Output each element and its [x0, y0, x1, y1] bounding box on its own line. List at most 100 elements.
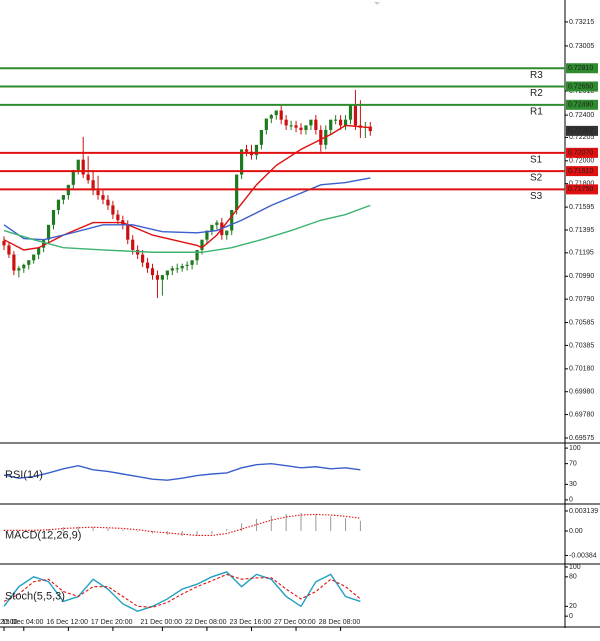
x-tick-label: 17 Dec 20:00 — [91, 619, 133, 626]
candle-body — [116, 214, 120, 221]
candle-body — [155, 275, 160, 280]
candle-body — [215, 222, 219, 225]
candle-body — [76, 159, 80, 170]
x-tick-label: 23 Dec 16:00 — [230, 619, 272, 626]
candle-body — [141, 254, 145, 263]
candle-body — [91, 180, 95, 191]
candle-body — [101, 195, 105, 200]
level-price: 0.71750 — [568, 186, 593, 193]
y-tick-label: 0 — [569, 613, 573, 620]
y-tick-label: 0.73215 — [569, 19, 594, 26]
y-tick-label: 0.69980 — [569, 389, 594, 396]
indicator-line — [4, 513, 361, 537]
y-tick-label: 30 — [569, 481, 577, 488]
y-tick-label: 80 — [569, 574, 577, 581]
last-price: 0.72262 — [568, 128, 593, 135]
candle-body — [12, 254, 16, 271]
y-tick-label: 0.71395 — [569, 227, 594, 234]
candle-body — [195, 249, 199, 261]
candle-body — [235, 174, 239, 210]
level-price-box — [566, 166, 598, 177]
level-price: 0.71910 — [568, 168, 593, 175]
indicator-line — [3, 462, 361, 481]
y-tick-label: 0.70585 — [569, 319, 594, 326]
candle-body — [22, 264, 26, 269]
x-tick-label: 27 Dec 00:00 — [274, 619, 316, 626]
x-tick-label: 15 Dec 04:00 — [2, 619, 44, 626]
candle-body — [264, 118, 268, 130]
candle-body — [230, 209, 234, 231]
candle-body — [96, 190, 100, 196]
level-name: S2 — [530, 173, 543, 184]
candle-body — [343, 119, 348, 126]
candle-body — [175, 268, 179, 270]
candle-body — [131, 239, 135, 250]
y-tick-label: 100 — [569, 445, 581, 452]
candle-body — [225, 230, 229, 236]
candle-body — [205, 230, 209, 240]
candle-body — [46, 224, 51, 240]
candle-body — [309, 119, 313, 126]
candle-body — [145, 262, 150, 269]
x-tick-label: 21 Dec 00:00 — [140, 619, 182, 626]
y-tick-label: -0.00384 — [569, 552, 597, 559]
candle-body — [274, 110, 278, 116]
marker — [374, 2, 380, 5]
candle-body — [314, 119, 318, 130]
y-tick-label: 0.69780 — [569, 411, 594, 418]
x-tick-label: 20:00 — [0, 619, 18, 626]
candle-body — [259, 129, 263, 145]
candle-body — [165, 270, 169, 276]
candle-body — [81, 159, 85, 175]
candle-body — [299, 127, 303, 130]
candle-body — [126, 224, 130, 240]
candle-body — [200, 239, 204, 250]
candle-body — [190, 260, 194, 265]
candle-body — [254, 144, 259, 156]
candle-body — [180, 265, 184, 269]
y-tick-label: 0.70180 — [569, 366, 594, 373]
candle-body — [51, 209, 56, 225]
y-tick-label: 0.71195 — [569, 250, 594, 257]
candle-body — [7, 245, 11, 255]
candle-body — [170, 268, 174, 271]
candle-body — [319, 129, 323, 145]
level-price: 0.72070 — [568, 150, 593, 157]
y-tick-label: 0.72205 — [569, 134, 594, 141]
candle-body — [71, 169, 75, 185]
candle-body — [160, 275, 164, 280]
candle-body — [86, 174, 90, 181]
y-tick-label: 0.70385 — [569, 342, 594, 349]
indicator-line — [3, 573, 361, 608]
candle-body — [368, 126, 372, 132]
level-name: R3 — [530, 70, 543, 81]
candle-body — [17, 268, 21, 271]
y-tick-label: 0.71595 — [569, 204, 594, 211]
candle-body — [106, 199, 110, 206]
level-name: R1 — [530, 106, 543, 117]
moving-average — [3, 204, 371, 253]
level-price: 0.72650 — [568, 83, 593, 90]
y-tick-label: 100 — [569, 564, 581, 571]
level-price-box — [566, 147, 598, 158]
candle-body — [111, 205, 115, 215]
candle-body — [304, 125, 308, 130]
y-tick-label: 0.69575 — [569, 435, 594, 442]
candle-body — [284, 119, 288, 126]
level-price: 0.72490 — [568, 102, 593, 109]
candle-body — [353, 104, 358, 126]
candle-body — [294, 125, 298, 128]
level-name: R2 — [530, 88, 543, 99]
candle-body — [240, 149, 244, 175]
candle-body — [289, 125, 293, 127]
last-price-box — [566, 125, 598, 136]
candle-body — [185, 264, 189, 266]
candle-body — [42, 239, 46, 248]
candle-body — [348, 104, 353, 120]
level-price-box — [566, 99, 598, 110]
x-tick-label: 22 Dec 08:00 — [185, 619, 227, 626]
indicator-name: RSI(14) — [5, 469, 43, 481]
candle-body — [27, 260, 31, 265]
y-tick-label: 0.003139 — [569, 508, 598, 515]
